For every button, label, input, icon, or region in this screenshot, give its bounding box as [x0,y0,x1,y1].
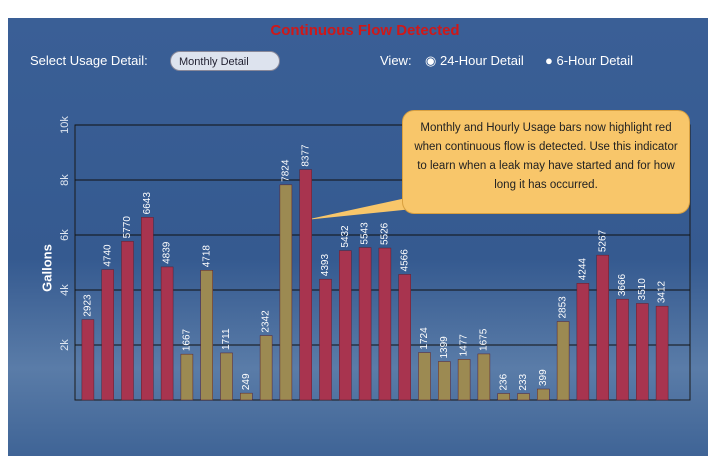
bar [378,247,392,401]
value-label: 233 [518,373,529,390]
value-label: 2853 [558,296,569,319]
value-label: 5543 [360,222,371,245]
select-dropdown[interactable]: Monthly Detail [170,51,280,71]
value-label: 3666 [617,274,628,297]
value-label: 7824 [281,159,292,182]
bar [576,283,590,401]
bar [259,335,273,401]
y-tick-label: 4k [59,284,71,296]
bar [517,393,530,401]
bar [497,393,510,401]
radio-label: 6-Hour Detail [556,53,634,68]
value-label: 5526 [380,222,391,245]
bar [477,353,491,401]
value-label: 4244 [578,258,589,281]
value-label: 4740 [102,244,113,267]
bar [339,250,352,401]
value-label: 5432 [340,225,351,248]
bar [358,247,372,401]
bar [200,270,213,401]
bar [556,321,570,401]
bar [655,305,669,401]
bar [240,392,253,401]
bar [279,184,293,401]
bar [398,274,411,401]
value-label: 6643 [142,192,153,215]
value-label: 4839 [162,241,173,264]
bar [121,241,134,401]
value-label: 2342 [261,310,272,333]
value-label: 5770 [122,216,133,239]
value-label: 5267 [597,229,608,252]
bar [101,269,114,401]
select-label: Select Usage Detail: [30,53,148,68]
view-label: View: [380,53,412,68]
bar [180,353,194,401]
bar [457,359,471,401]
value-label: 8377 [300,144,311,167]
y-tick-label: 10k [59,116,71,134]
bar [418,352,431,401]
bar [616,298,629,401]
y-tick-label: 6k [59,229,71,241]
value-label: 399 [538,369,549,386]
bar [319,278,332,401]
value-label: 1711 [221,328,232,350]
value-label: 236 [498,373,509,390]
radio-24h[interactable]: ◉ 24-Hour Detail [425,53,524,68]
radio-label: 24-Hour Detail [439,53,524,68]
bar [299,169,312,401]
value-label: 1724 [419,327,430,350]
value-label: 3510 [637,278,648,301]
value-label: 4393 [320,254,331,277]
value-label: 4718 [201,245,212,268]
title: Continuous Flow Detected [270,22,459,39]
bar [160,266,174,401]
bar [438,361,451,401]
value-label: 3412 [657,280,668,303]
y-tick-label: 2k [59,339,71,351]
value-label: 1477 [459,334,470,357]
value-label: 1675 [479,328,490,351]
callout: Monthly and Hourly Usage bars now highli… [402,110,690,214]
value-label: 1667 [182,328,193,351]
value-label: 249 [241,373,252,390]
bar [220,352,233,401]
value-label: 1399 [439,336,450,359]
y-axis-label: Gallons [39,244,54,292]
bar [537,388,550,401]
y-tick-label: 8k [59,174,71,186]
bar [81,319,95,401]
bar [596,254,609,401]
value-label: 4566 [399,249,410,272]
value-label: 2923 [83,294,94,317]
radio-6h[interactable]: ● 6-Hour Detail [545,53,634,68]
bar [636,303,649,401]
bar [141,217,154,401]
